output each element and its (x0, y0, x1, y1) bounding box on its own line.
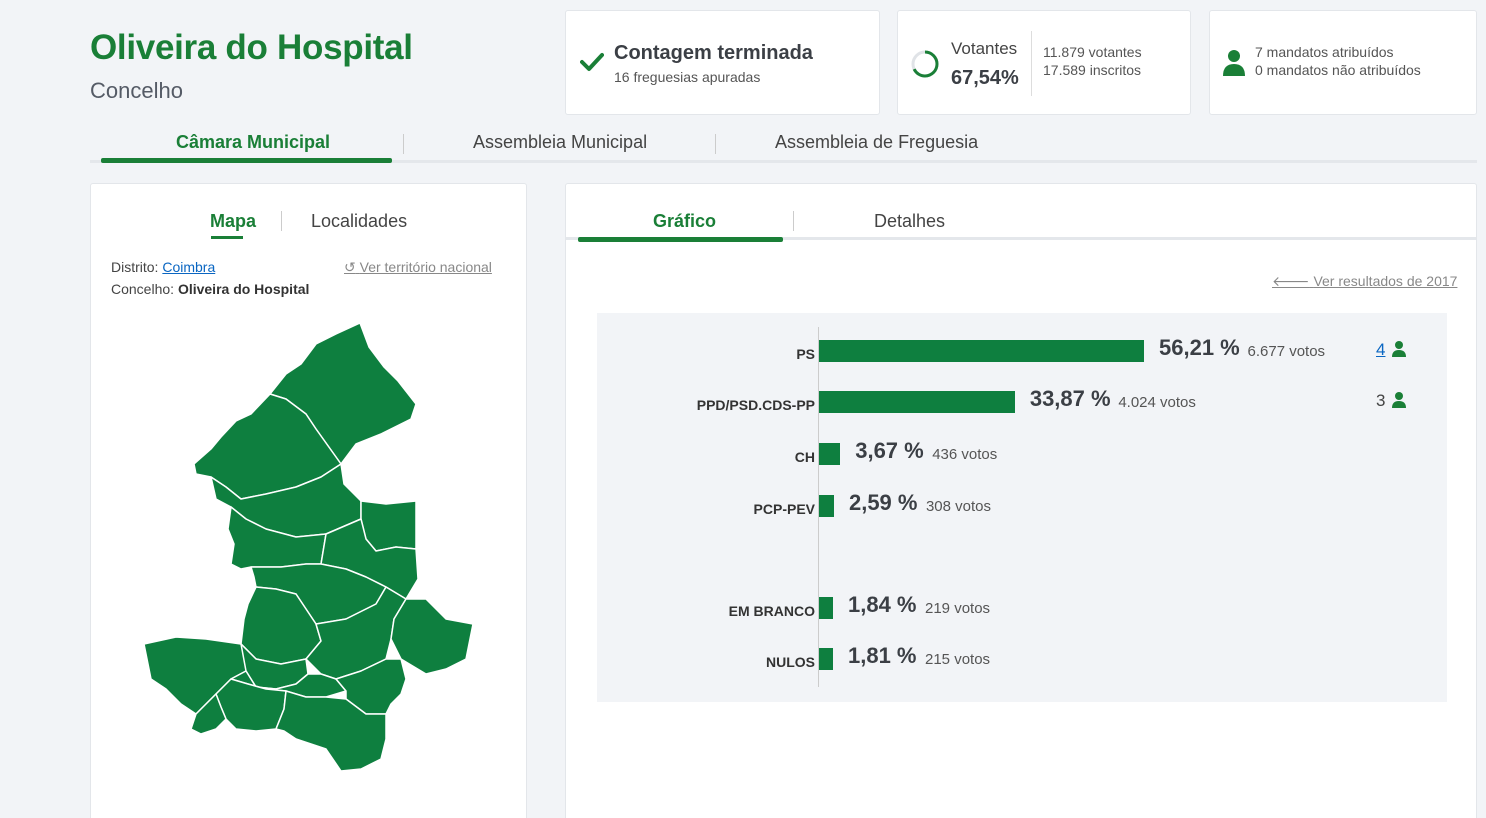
result-row: NULOS 1,81 % 215 votos (597, 643, 1447, 676)
tab-assembleia-municipal[interactable]: Assembleia Municipal (473, 132, 648, 152)
map-panel: Mapa Localidades Distrito: Coimbra Conce… (90, 183, 527, 818)
party-label: PCP-PEV (753, 501, 815, 517)
council-info: Concelho: Oliveira do Hospital (111, 281, 309, 297)
national-territory-link[interactable]: ↺ Ver território nacional (344, 259, 492, 276)
percent-label: 33,87 % (1029, 386, 1111, 411)
mandates-assigned: 7 mandatos atribuídos (1255, 44, 1394, 60)
tab-separator (281, 211, 282, 231)
check-icon (580, 53, 604, 71)
votes-label: 308 votos (925, 498, 992, 515)
tab-camara-municipal[interactable]: Câmara Municipal (176, 132, 331, 152)
seats-count[interactable]: 4 (1376, 340, 1386, 359)
result-bar (819, 597, 833, 619)
mandates-card: 7 mandatos atribuídos 0 mandatos não atr… (1209, 10, 1477, 115)
counting-status-detail: 16 freguesias apuradas (614, 69, 761, 85)
tab-assembleia-freguesia[interactable]: Assembleia de Freguesia (775, 132, 979, 152)
map-parish[interactable] (190, 693, 227, 735)
person-icon (1392, 341, 1406, 357)
active-tab-indicator (101, 158, 392, 163)
percent-label: 56,21 % (1159, 335, 1240, 360)
tab-separator (715, 134, 716, 154)
party-label: CH (794, 449, 815, 465)
result-bar (819, 391, 1015, 413)
result-row: CH 3,67 % 436 votos (597, 438, 1447, 471)
votes-label: 4.024 votos (1118, 394, 1196, 411)
results-panel: Gráfico Detalhes 🡐 Ver resultados de 201… (565, 183, 1477, 818)
page-subtitle: Concelho (90, 78, 183, 103)
district-link[interactable]: Coimbra (162, 259, 216, 275)
counting-status-title: Contagem terminada (614, 42, 813, 64)
tab-grafico[interactable]: Gráfico (653, 211, 717, 231)
tab-separator (403, 134, 404, 154)
party-label: EM BRANCO (728, 603, 815, 619)
tab-localidades[interactable]: Localidades (311, 211, 408, 231)
turnout-progress-icon (911, 50, 939, 78)
council-label: Concelho: (111, 281, 175, 297)
chart-axis (818, 327, 819, 687)
turnout-registered: 17.589 inscritos (1043, 62, 1142, 78)
map-parish[interactable] (275, 690, 387, 772)
seats-count: 3 (1376, 391, 1386, 410)
previous-results-label: Ver resultados de 2017 (1313, 273, 1458, 289)
result-bar (819, 340, 1144, 362)
turnout-label: Votantes (951, 39, 1018, 58)
turnout-percent: 67,54% (951, 67, 1019, 89)
result-bar (819, 495, 834, 517)
national-territory-label: Ver território nacional (359, 259, 492, 275)
council-value: Oliveira do Hospital (177, 281, 310, 297)
chart-tabs-underline (566, 237, 1476, 240)
party-label: PPD/PSD.CDS-PP (696, 397, 815, 413)
votes-label: 215 votos (925, 651, 991, 668)
result-row: PCP-PEV 2,59 % 308 votos (597, 490, 1447, 523)
votes-label: 219 votos (925, 600, 991, 617)
tab-separator (793, 211, 794, 231)
mandates-unassigned: 0 mandatos não atribuídos (1255, 62, 1421, 78)
district-info: Distrito: Coimbra (111, 259, 215, 275)
party-label: NULOS (766, 654, 815, 670)
arrow-left-icon: 🡐 (1272, 273, 1310, 289)
percent-label: 3,67 % (855, 438, 924, 463)
percent-label: 1,81 % (848, 643, 917, 668)
parish-map[interactable] (136, 319, 476, 794)
result-row: PPD/PSD.CDS-PP 33,87 % 4.024 votos 3 (597, 386, 1447, 419)
active-chart-tab-indicator (578, 237, 783, 242)
undo-icon: ↺ (344, 259, 356, 275)
turnout-divider (1031, 31, 1032, 96)
percent-label: 1,84 % (848, 592, 917, 617)
votes-label: 6.677 votos (1247, 343, 1326, 360)
person-icon (1392, 392, 1406, 408)
result-row: PS 56,21 % 6.677 votos 4 (597, 335, 1447, 368)
result-bar (819, 648, 833, 670)
percent-label: 2,59 % (848, 490, 918, 515)
map-tab-indicator (211, 236, 243, 239)
tab-detalhes[interactable]: Detalhes (874, 211, 946, 231)
page-title: Oliveira do Hospital (90, 28, 413, 67)
election-tabs: Câmara Municipal Assembleia Municipal As… (90, 130, 1477, 163)
person-icon (1223, 50, 1245, 76)
district-label: Distrito: (111, 259, 159, 275)
counting-status-card: Contagem terminada 16 freguesias apurada… (565, 10, 880, 115)
turnout-card: Votantes 67,54% 11.879 votantes 17.589 i… (897, 10, 1191, 115)
map-parish[interactable] (390, 598, 474, 675)
map-parish[interactable] (305, 586, 407, 680)
results-chart: PS 56,21 % 6.677 votos 4 PPD/PSD.CDS-PP 33,87… (597, 313, 1447, 702)
previous-results-link[interactable]: 🡐 Ver resultados de 2017 (1272, 273, 1457, 290)
party-label: PS (796, 346, 815, 362)
tab-mapa[interactable]: Mapa (210, 211, 257, 231)
turnout-voters: 11.879 votantes (1043, 44, 1142, 60)
result-bar (819, 443, 841, 465)
result-row: EM BRANCO 1,84 % 219 votos (597, 592, 1447, 625)
map-parish[interactable] (335, 658, 407, 715)
votes-label: 436 votos (932, 446, 998, 463)
